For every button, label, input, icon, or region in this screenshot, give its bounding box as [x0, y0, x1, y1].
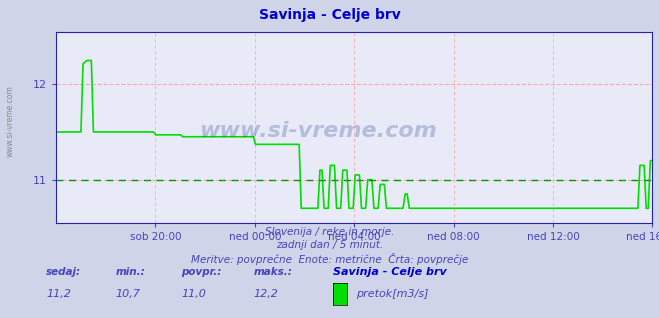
- Text: min.:: min.:: [115, 267, 145, 277]
- Text: Savinja - Celje brv: Savinja - Celje brv: [333, 267, 447, 277]
- Text: sedaj:: sedaj:: [46, 267, 81, 277]
- Text: 11,2: 11,2: [46, 289, 71, 299]
- Text: pretok[m3/s]: pretok[m3/s]: [356, 289, 428, 299]
- Text: 10,7: 10,7: [115, 289, 140, 299]
- Text: Savinja - Celje brv: Savinja - Celje brv: [258, 8, 401, 22]
- Text: zadnji dan / 5 minut.: zadnji dan / 5 minut.: [276, 240, 383, 250]
- Text: Meritve: povprečne  Enote: metrične  Črta: povprečje: Meritve: povprečne Enote: metrične Črta:…: [191, 253, 468, 265]
- Text: www.si-vreme.com: www.si-vreme.com: [5, 85, 14, 157]
- Text: Slovenija / reke in morje.: Slovenija / reke in morje.: [265, 227, 394, 237]
- Text: www.si-vreme.com: www.si-vreme.com: [200, 121, 438, 141]
- Text: 12,2: 12,2: [254, 289, 279, 299]
- Text: povpr.:: povpr.:: [181, 267, 221, 277]
- Text: maks.:: maks.:: [254, 267, 293, 277]
- Text: 11,0: 11,0: [181, 289, 206, 299]
